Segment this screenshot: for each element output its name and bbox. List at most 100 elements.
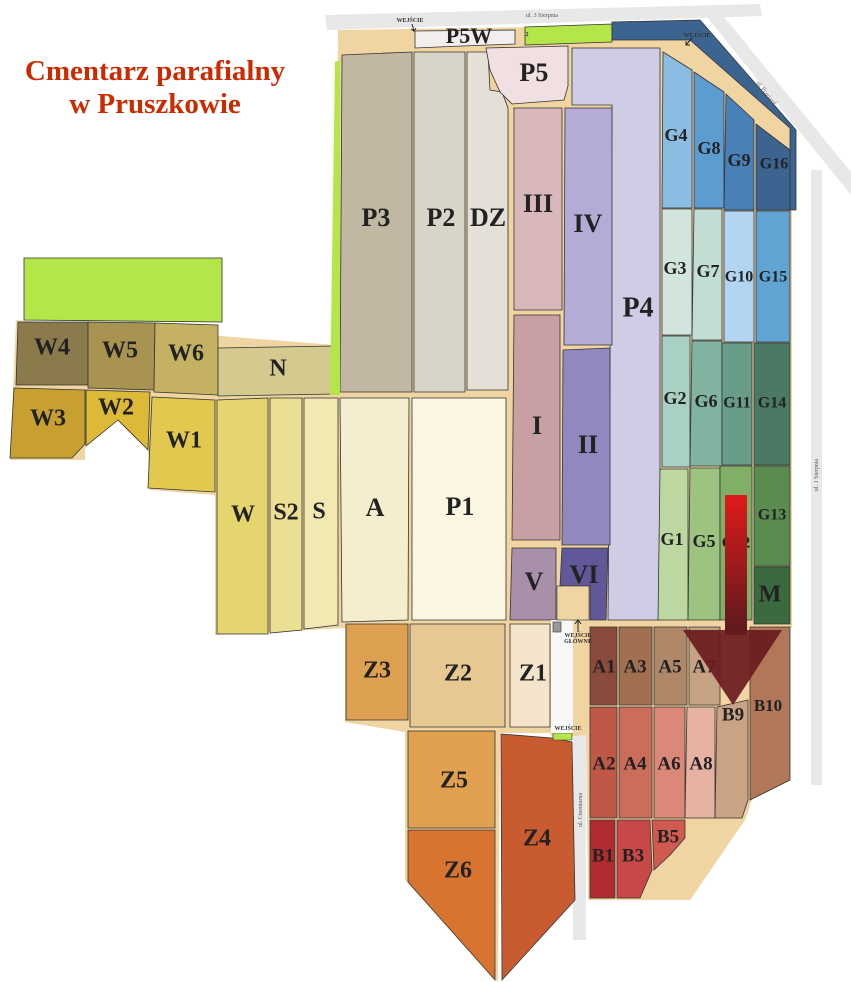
section-p4[interactable]: P4 bbox=[571, 47, 661, 621]
section-a5[interactable]: A5 bbox=[653, 626, 688, 706]
section-shape[interactable] bbox=[147, 396, 216, 493]
section-iii[interactable]: III bbox=[513, 107, 563, 311]
section-shape[interactable] bbox=[723, 93, 755, 211]
section-shape[interactable] bbox=[721, 342, 753, 466]
section-a8[interactable]: A8 bbox=[684, 706, 716, 819]
section-shape[interactable] bbox=[414, 29, 516, 49]
section-shape[interactable] bbox=[753, 342, 791, 466]
section-shape[interactable] bbox=[485, 45, 569, 105]
section-shape[interactable] bbox=[513, 107, 563, 311]
section-shape[interactable] bbox=[509, 623, 551, 728]
section-a6[interactable]: A6 bbox=[653, 706, 686, 819]
section-shape[interactable] bbox=[753, 465, 791, 567]
section-shape[interactable] bbox=[9, 387, 86, 459]
section-z3[interactable]: Z3 bbox=[345, 623, 409, 721]
section-b3[interactable]: B3 bbox=[616, 819, 653, 899]
section-p5[interactable]: P5 bbox=[485, 45, 569, 105]
section-w6[interactable]: W6 bbox=[153, 322, 219, 396]
section-shape[interactable] bbox=[618, 706, 653, 819]
section-shape[interactable] bbox=[589, 626, 618, 706]
section-s[interactable]: S bbox=[303, 397, 339, 630]
section-p3[interactable]: P3 bbox=[339, 51, 413, 393]
section-b10[interactable]: B10 bbox=[749, 626, 791, 801]
section-a2[interactable]: A2 bbox=[589, 706, 618, 819]
section-shape[interactable] bbox=[691, 208, 723, 341]
section-z6[interactable]: Z6 bbox=[407, 829, 496, 982]
section-p5w[interactable]: P5W bbox=[414, 23, 516, 49]
section-shape[interactable] bbox=[345, 623, 409, 721]
section-shape[interactable] bbox=[85, 389, 151, 451]
section-i[interactable]: I bbox=[511, 314, 561, 541]
section-shape[interactable] bbox=[339, 51, 413, 393]
section-shape[interactable] bbox=[407, 730, 496, 829]
section-z5[interactable]: Z5 bbox=[407, 730, 496, 829]
section-s2[interactable]: S2 bbox=[269, 397, 303, 634]
section-z4[interactable]: Z4 bbox=[500, 733, 576, 982]
section-shape[interactable] bbox=[651, 819, 686, 871]
section-g14[interactable]: G14 bbox=[753, 342, 791, 466]
section-shape[interactable] bbox=[216, 397, 269, 635]
section-shape[interactable] bbox=[407, 829, 496, 982]
section-shape[interactable] bbox=[661, 335, 691, 468]
section-shape[interactable] bbox=[269, 397, 303, 634]
section-p1[interactable]: P1 bbox=[411, 397, 507, 621]
section-p2[interactable]: P2 bbox=[413, 51, 466, 393]
section-m[interactable]: M bbox=[753, 566, 791, 625]
section-shape[interactable] bbox=[661, 51, 693, 209]
section-shape[interactable] bbox=[723, 210, 755, 343]
section-shape[interactable] bbox=[511, 314, 561, 541]
section-shape[interactable] bbox=[500, 733, 576, 982]
section-shape[interactable] bbox=[616, 819, 653, 899]
section-b9[interactable]: B9 bbox=[714, 699, 749, 819]
section-shape[interactable] bbox=[413, 51, 466, 393]
section-a3[interactable]: A3 bbox=[618, 626, 653, 706]
section-a4[interactable]: A4 bbox=[618, 706, 653, 819]
section-shape[interactable] bbox=[409, 623, 506, 728]
section-shape[interactable] bbox=[589, 819, 616, 899]
section-shape[interactable] bbox=[755, 210, 791, 343]
section-shape[interactable] bbox=[749, 626, 791, 801]
section-z2[interactable]: Z2 bbox=[409, 623, 506, 728]
section-g7[interactable]: G7 bbox=[691, 208, 723, 341]
section-b1[interactable]: B1 bbox=[589, 819, 616, 899]
section-a1[interactable]: A1 bbox=[589, 626, 618, 706]
section-g5[interactable]: G5 bbox=[687, 467, 721, 621]
section-shape[interactable] bbox=[618, 626, 653, 706]
section-ii[interactable]: II bbox=[561, 347, 611, 546]
section-w5[interactable]: W5 bbox=[87, 321, 156, 391]
section-shape[interactable] bbox=[303, 397, 339, 630]
section-shape[interactable] bbox=[563, 107, 613, 346]
section-g9[interactable]: G9 bbox=[723, 93, 755, 211]
section-iv[interactable]: IV bbox=[563, 107, 613, 346]
section-dz[interactable]: DZ bbox=[466, 51, 509, 391]
section-shape[interactable] bbox=[561, 347, 611, 546]
section-z1[interactable]: Z1 bbox=[509, 623, 551, 728]
section-g2[interactable]: G2 bbox=[661, 335, 691, 468]
section-g4[interactable]: G4 bbox=[661, 51, 693, 209]
section-w2[interactable]: W2 bbox=[85, 389, 151, 451]
section-shape[interactable] bbox=[589, 706, 618, 819]
section-b5[interactable]: B5 bbox=[651, 819, 686, 871]
section-n[interactable]: N bbox=[217, 345, 336, 397]
section-w4[interactable]: W4 bbox=[15, 321, 89, 386]
section-shape[interactable] bbox=[714, 699, 749, 819]
section-shape[interactable] bbox=[653, 626, 688, 706]
section-g6[interactable]: G6 bbox=[689, 340, 723, 467]
section-v[interactable]: V bbox=[509, 547, 557, 621]
section-g10[interactable]: G10 bbox=[723, 210, 755, 343]
section-g8[interactable]: G8 bbox=[693, 71, 725, 209]
section-w1[interactable]: W1 bbox=[147, 396, 216, 493]
section-shape[interactable] bbox=[411, 397, 507, 621]
section-w[interactable]: W bbox=[216, 397, 269, 635]
section-g11[interactable]: G11 bbox=[721, 342, 753, 466]
section-g1[interactable]: G1 bbox=[657, 468, 689, 621]
section-vi[interactable]: VI bbox=[559, 547, 609, 621]
section-a[interactable]: A bbox=[339, 397, 410, 623]
section-shape[interactable] bbox=[339, 397, 410, 623]
section-g15[interactable]: G15 bbox=[755, 210, 791, 343]
section-g3[interactable]: G3 bbox=[661, 208, 693, 336]
section-g16[interactable]: G16 bbox=[755, 123, 791, 211]
section-g13[interactable]: G13 bbox=[753, 465, 791, 567]
section-shape[interactable] bbox=[753, 566, 791, 625]
section-w3[interactable]: W3 bbox=[9, 387, 86, 459]
